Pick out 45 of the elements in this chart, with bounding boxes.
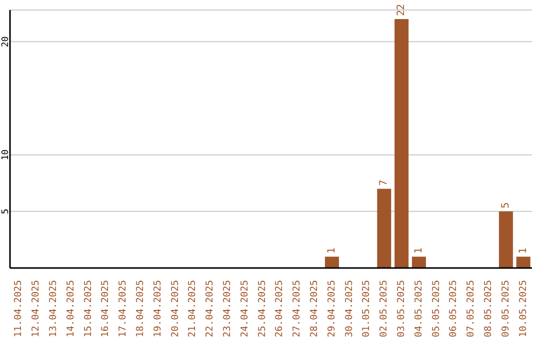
- x-tick-label: 10.05.2025: [518, 280, 529, 338]
- x-tick-label: 21.04.2025: [187, 280, 198, 338]
- bar: [498, 211, 513, 268]
- y-tick-label: 20: [1, 36, 11, 48]
- x-tick-label: 29.04.2025: [326, 280, 338, 338]
- bar: [377, 188, 392, 268]
- x-tick-label: 04.05.2025: [413, 280, 424, 338]
- x-tick-label: 01.05.2025: [361, 280, 372, 338]
- x-tick-label: 11.04.2025: [13, 280, 24, 338]
- x-tick-label: 08.05.2025: [483, 280, 494, 338]
- x-tick-label: 25.04.2025: [256, 280, 268, 338]
- x-tick-label: 30.04.2025: [344, 280, 355, 338]
- x-tick-label: 19.04.2025: [152, 280, 164, 338]
- x-tick-label: 12.04.2025: [30, 280, 42, 338]
- x-tick-label: 07.05.2025: [466, 280, 477, 338]
- x-tick-label: 20.04.2025: [170, 280, 181, 338]
- bar: [324, 256, 339, 268]
- y-tick-label: 5: [1, 208, 11, 214]
- x-tick-label: 13.04.2025: [48, 280, 59, 338]
- x-tick-label: 02.05.2025: [378, 280, 390, 338]
- x-tick-label: 15.04.2025: [82, 280, 94, 338]
- x-tick-label: 26.04.2025: [274, 280, 286, 338]
- bar: [412, 256, 426, 268]
- x-tick-label: 16.04.2025: [100, 280, 112, 338]
- x-tick-label: 03.05.2025: [396, 280, 407, 338]
- data-label: 7: [378, 180, 390, 186]
- x-tick-label: 14.04.2025: [65, 280, 76, 338]
- x-tick-label: 23.04.2025: [222, 280, 233, 338]
- x-tick-label: 28.04.2025: [309, 280, 320, 338]
- data-label: 1: [413, 248, 424, 254]
- x-tick-label: 06.05.2025: [448, 280, 460, 338]
- data-label: 1: [518, 248, 529, 254]
- bar: [516, 256, 530, 268]
- x-tick-label: 22.04.2025: [204, 280, 216, 338]
- data-label: 5: [500, 202, 512, 208]
- x-tick-label: 09.05.2025: [500, 280, 512, 338]
- data-label: 1: [326, 248, 338, 254]
- x-tick-label: 18.04.2025: [135, 280, 146, 338]
- x-tick-label: 05.05.2025: [430, 280, 442, 338]
- bar: [394, 19, 409, 268]
- x-tick-label: 27.04.2025: [292, 280, 303, 338]
- data-label: 22: [396, 4, 408, 16]
- x-tick-label: 17.04.2025: [118, 280, 129, 338]
- x-tick-label: 24.04.2025: [239, 280, 250, 338]
- y-tick-label: 10: [1, 149, 11, 160]
